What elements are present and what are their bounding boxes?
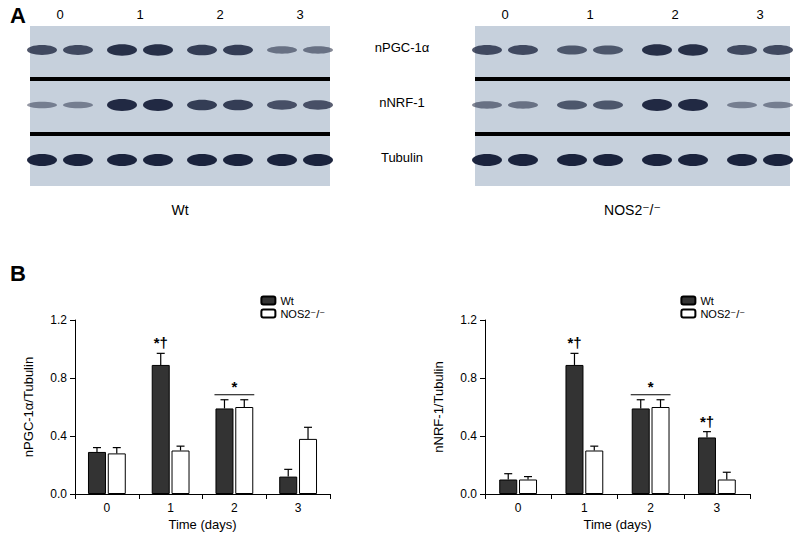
svg-text:nNRF-1: nNRF-1 <box>379 95 425 110</box>
svg-text:1.2: 1.2 <box>50 313 67 327</box>
svg-text:nNRF-1/Tubulin: nNRF-1/Tubulin <box>431 361 446 452</box>
svg-text:NOS2⁻/⁻: NOS2⁻/⁻ <box>604 202 661 218</box>
svg-text:1: 1 <box>581 501 588 515</box>
svg-text:A: A <box>10 3 26 28</box>
svg-text:1: 1 <box>167 501 174 515</box>
svg-text:*†: *† <box>154 334 168 351</box>
svg-text:NOS2⁻/⁻: NOS2⁻/⁻ <box>280 308 325 320</box>
svg-text:Time (days): Time (days) <box>583 517 651 532</box>
svg-text:*†: *† <box>700 413 714 430</box>
svg-text:2: 2 <box>216 7 223 22</box>
svg-text:3: 3 <box>296 7 303 22</box>
svg-text:0.0: 0.0 <box>460 487 477 501</box>
svg-text:0: 0 <box>104 501 111 515</box>
svg-text:nPGC-1α: nPGC-1α <box>375 40 430 55</box>
svg-text:1.2: 1.2 <box>460 313 477 327</box>
svg-text:Tubulin: Tubulin <box>381 150 423 165</box>
svg-text:1: 1 <box>136 7 143 22</box>
svg-text:2: 2 <box>671 7 678 22</box>
svg-text:0.8: 0.8 <box>50 371 67 385</box>
svg-text:*: * <box>231 378 237 395</box>
svg-text:*: * <box>648 378 654 395</box>
svg-text:0.4: 0.4 <box>50 429 67 443</box>
svg-text:Wt: Wt <box>280 295 293 307</box>
svg-text:2: 2 <box>647 501 654 515</box>
svg-text:0: 0 <box>501 7 508 22</box>
svg-text:nPGC-1α/Tubulin: nPGC-1α/Tubulin <box>21 357 36 457</box>
svg-text:NOS2⁻/⁻: NOS2⁻/⁻ <box>700 308 745 320</box>
svg-text:3: 3 <box>714 501 721 515</box>
svg-text:*†: *† <box>567 334 581 351</box>
svg-text:1: 1 <box>586 7 593 22</box>
svg-text:B: B <box>10 261 26 286</box>
svg-text:3: 3 <box>756 7 763 22</box>
svg-text:0: 0 <box>56 7 63 22</box>
svg-text:3: 3 <box>295 501 302 515</box>
svg-text:Wt: Wt <box>171 202 188 218</box>
svg-text:0.0: 0.0 <box>50 487 67 501</box>
svg-text:Time (days): Time (days) <box>168 517 236 532</box>
svg-text:0: 0 <box>515 501 522 515</box>
svg-text:0.8: 0.8 <box>460 371 477 385</box>
svg-text:2: 2 <box>231 501 238 515</box>
svg-text:Wt: Wt <box>700 295 713 307</box>
svg-text:0.4: 0.4 <box>460 429 477 443</box>
